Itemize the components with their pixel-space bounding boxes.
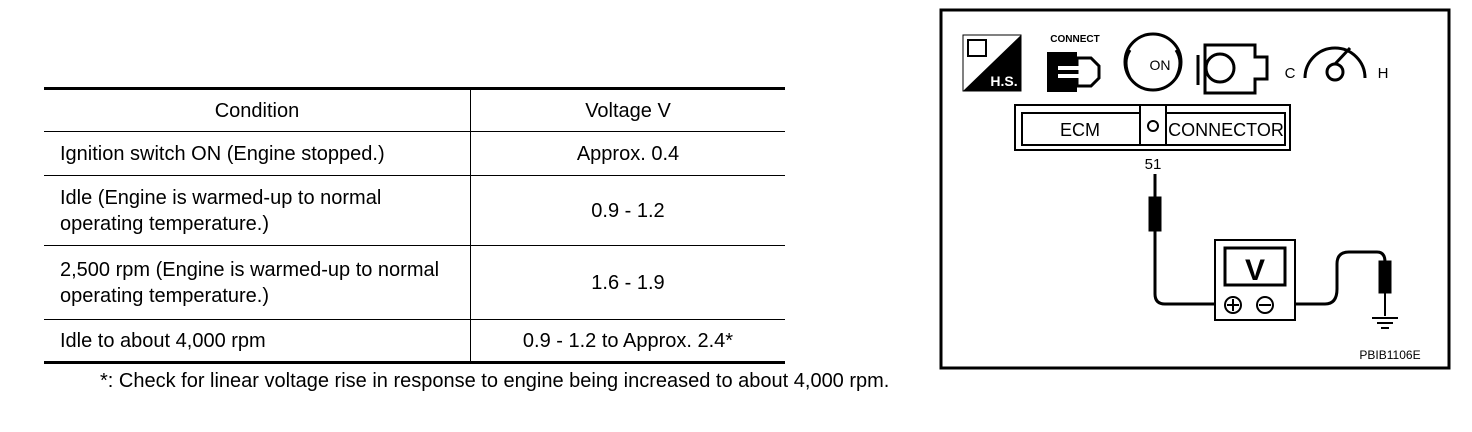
footnote: *: Check for linear voltage rise in resp… [100, 370, 890, 392]
header-cell: Condition [44, 88, 471, 132]
meter-label: V [1245, 254, 1265, 287]
voltage-table: Condition Voltage V Ignition switch ON (… [44, 87, 785, 364]
cell: Approx. 0.4 [470, 131, 785, 176]
cell: 0.9 - 1.2 [470, 175, 785, 246]
terminal-label: 51 [1145, 156, 1162, 173]
connect-label: CONNECT [1050, 34, 1099, 45]
cell: 2,500 rpm (Engine is warmed-up to normal… [44, 245, 471, 320]
connect-icon: CONNECT [1047, 34, 1101, 92]
gauge-hot: H [1378, 65, 1389, 82]
cell: Idle (Engine is warmed-up to normal oper… [44, 175, 471, 246]
gauge-icon: C H [1285, 46, 1389, 82]
voltmeter: V [1214, 239, 1296, 321]
key-label: ON [1150, 57, 1171, 73]
row: Ignition switch ON (Engine stopped.) Appr… [44, 131, 785, 176]
key-icon: ON [1123, 32, 1183, 92]
cell: 1.6 - 1.9 [470, 245, 785, 320]
figure-code: PBIB1106E [1359, 348, 1420, 362]
cell: 0.9 - 1.2 to Approx. 2.4* [470, 319, 785, 363]
header-row: Condition Voltage V [44, 88, 785, 132]
engine-icon [1196, 43, 1269, 95]
cell: Ignition switch ON (Engine stopped.) [44, 131, 471, 176]
connector-left: ECM [1060, 120, 1100, 140]
gauge-cold: C [1285, 65, 1296, 82]
hs-icon: H.S. [962, 34, 1022, 92]
hs-label: H.S. [990, 73, 1017, 89]
row: Idle (Engine is warmed-up to normal oper… [44, 175, 785, 246]
row: Idle to about 4,000 rpm 0.9 - 1.2 to Appr… [44, 319, 785, 363]
ecm-connector: ECM CONNECTOR 51 [1014, 104, 1291, 173]
cell: Idle to about 4,000 rpm [44, 319, 471, 363]
row: 2,500 rpm (Engine is warmed-up to normal… [44, 245, 785, 320]
connector-right: CONNECTOR [1168, 120, 1284, 140]
wiring [1148, 174, 1398, 329]
header-cell: Voltage V [470, 88, 785, 132]
diagram-frame [939, 8, 1451, 370]
